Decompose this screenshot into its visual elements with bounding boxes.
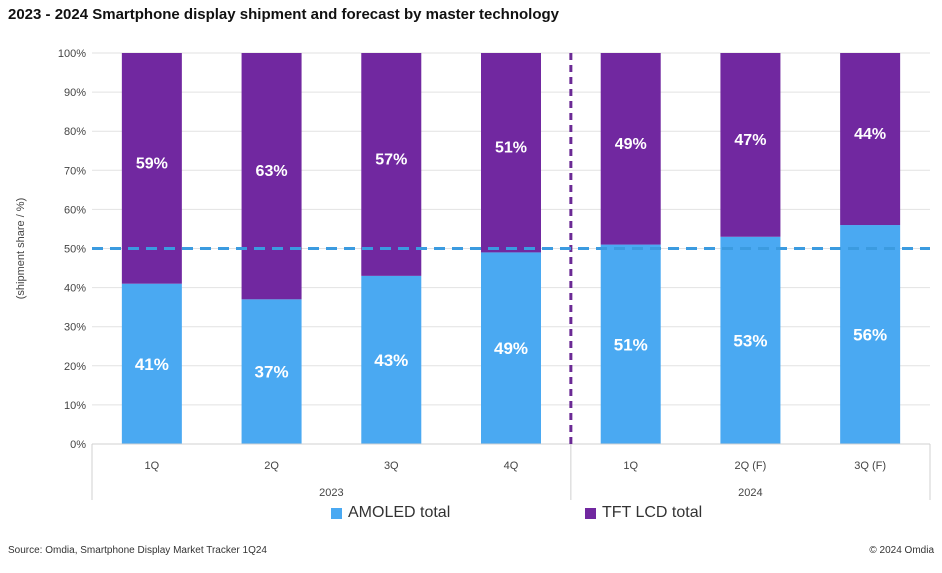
data-label-tft-lcd: 63% (256, 163, 288, 180)
legend-swatch-tft-lcd (585, 507, 596, 519)
data-label-amoled: 53% (733, 331, 767, 350)
y-tick-label: 80% (64, 126, 86, 138)
y-tick-label: 0% (70, 439, 86, 451)
legend-item-amoled: AMOLED total (331, 504, 450, 522)
bar-tft-lcd-5 (720, 53, 781, 237)
legend-item-tft-lcd: TFT LCD total (585, 504, 702, 522)
bar-tft-lcd-2 (361, 53, 422, 276)
data-label-tft-lcd: 49% (615, 136, 647, 153)
data-label-tft-lcd: 59% (136, 155, 168, 172)
data-label-tft-lcd: 57% (375, 151, 407, 168)
bar-tft-lcd-1 (241, 53, 302, 300)
x-tick-label: 1Q (623, 460, 638, 472)
legend-label-amoled: AMOLED total (348, 504, 451, 521)
bar-amoled-0 (121, 283, 182, 444)
x-tick-label: 2Q (264, 460, 279, 472)
y-tick-label: 40% (64, 283, 86, 295)
y-tick-label: 60% (64, 204, 86, 216)
x-tick-label: 3Q (384, 460, 399, 472)
data-label-amoled: 49% (494, 339, 528, 358)
bar-amoled-4 (600, 244, 661, 444)
legend-label-tft-lcd: TFT LCD total (602, 504, 703, 521)
copyright-note: © 2024 Omdia (869, 545, 934, 556)
bar-amoled-5 (720, 236, 781, 444)
data-label-amoled: 37% (255, 363, 289, 382)
data-label-tft-lcd: 51% (495, 140, 527, 157)
data-label-amoled: 43% (374, 351, 408, 370)
x-tick-label: 3Q (F) (854, 460, 886, 472)
bar-tft-lcd-0 (121, 53, 182, 284)
chart-title: 2023 - 2024 Smartphone display shipment … (8, 6, 560, 23)
bar-amoled-3 (481, 252, 541, 444)
bar-tft-lcd-3 (481, 53, 541, 253)
y-tick-label: 70% (64, 165, 86, 177)
bar-amoled-6 (840, 225, 901, 444)
x-group-label: 2024 (738, 487, 762, 499)
data-label-amoled: 56% (853, 326, 887, 345)
data-label-tft-lcd: 44% (854, 126, 886, 143)
y-tick-label: 10% (64, 400, 86, 412)
bar-tft-lcd-6 (840, 53, 901, 226)
data-label-amoled: 51% (614, 335, 648, 354)
y-tick-label: 50% (64, 244, 86, 256)
y-tick-label: 30% (64, 322, 86, 334)
y-tick-label: 20% (64, 361, 86, 373)
x-tick-label: 1Q (145, 460, 160, 472)
chart-plot: 0% 10% 20% 30% 40% 50% 60% 70% 80% 90% 100% (shipme… (15, 48, 931, 500)
y-axis-label: (shipment share / %) (15, 198, 27, 299)
x-tick-label: 2Q (F) (735, 460, 767, 472)
legend-swatch-amoled (331, 507, 342, 519)
x-group-label: 2023 (319, 487, 343, 499)
legend: AMOLED total TFT LCD total (0, 504, 942, 526)
data-label-amoled: 41% (135, 355, 169, 374)
bar-amoled-1 (241, 299, 302, 444)
data-label-tft-lcd: 47% (734, 132, 766, 149)
bar-tft-lcd-4 (600, 53, 661, 245)
y-tick-label: 100% (58, 48, 86, 60)
x-tick-label: 4Q (504, 460, 519, 472)
bar-amoled-2 (361, 275, 422, 444)
source-note: Source: Omdia, Smartphone Display Market… (8, 545, 267, 556)
y-tick-label: 90% (64, 87, 86, 99)
